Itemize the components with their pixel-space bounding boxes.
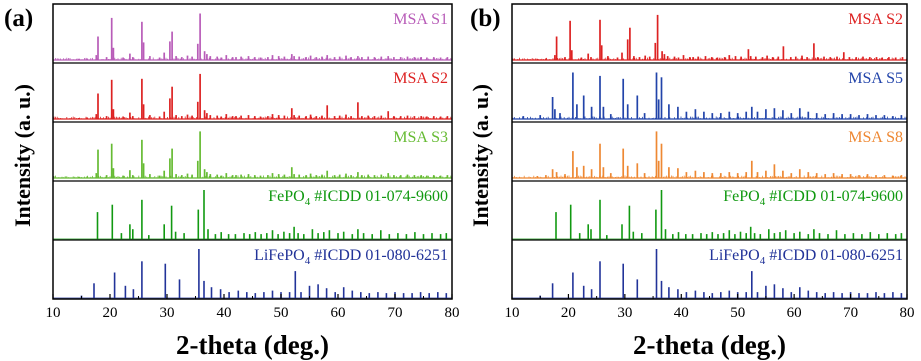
x-axis-title: 2-theta (deg.) [633, 330, 786, 360]
series-1: MSA S1 [53, 11, 452, 61]
series-label: MSA S2 [393, 70, 448, 87]
x-tick-label: 40 [674, 305, 689, 321]
x-tick-label: 60 [787, 305, 802, 321]
x-tick-label: 70 [388, 305, 403, 321]
series-2: MSA S2 [53, 70, 452, 120]
x-tick-label: 30 [617, 305, 632, 321]
series-label: LiFePO4 #ICDD 01-080-6251 [254, 247, 448, 267]
series-4: FePO4 #ICDD 01-074-9600 [53, 188, 452, 240]
series-label: MSA S2 [848, 11, 903, 28]
y-axis-title: Intensity (a. u.) [10, 84, 35, 227]
series-1: MSA S2 [512, 11, 907, 61]
panel-label: (b) [470, 5, 501, 32]
series-label: MSA S5 [848, 70, 903, 87]
panel-a: MSA S1 MSA S2 MSA S3 FePO4 #ICDD 01-074-960… [4, 3, 460, 360]
x-tick-label: 50 [274, 305, 289, 321]
series-2: MSA S5 [512, 70, 907, 120]
x-tick-label: 70 [843, 305, 858, 321]
x-tick-label: 10 [46, 305, 61, 321]
series-5: LiFePO4 #ICDD 01-080-6251 [512, 247, 907, 299]
x-tick-label: 80 [445, 305, 460, 321]
panel-label: (a) [4, 5, 33, 32]
series-label: MSA S3 [393, 129, 448, 146]
series-noise [512, 116, 907, 119]
series-label: FePO4 #ICDD 01-074-9600 [723, 188, 903, 208]
x-tick-label: 40 [217, 305, 232, 321]
series-label: MSA S8 [848, 129, 903, 146]
x-tick-label: 20 [561, 305, 576, 321]
series-noise [512, 175, 907, 178]
series-3: MSA S8 [512, 129, 907, 179]
series-label: FePO4 #ICDD 01-074-9600 [268, 188, 448, 208]
series-5: LiFePO4 #ICDD 01-080-6251 [53, 247, 452, 299]
x-tick-label: 10 [505, 305, 520, 321]
x-tick-label: 60 [331, 305, 346, 321]
x-axis-title: 2-theta (deg.) [176, 330, 329, 360]
series-label: LiFePO4 #ICDD 01-080-6251 [709, 247, 903, 267]
x-tick-label: 80 [900, 305, 915, 321]
y-axis-title: Intensity (a. u.) [468, 84, 493, 227]
x-tick-label: 50 [730, 305, 745, 321]
series-4: FePO4 #ICDD 01-074-9600 [512, 188, 907, 240]
series-3: MSA S3 [53, 129, 452, 179]
series-label: MSA S1 [393, 11, 448, 28]
panel-b: MSA S2 MSA S5 MSA S8 FePO4 #ICDD 01-074-960… [468, 3, 915, 360]
x-tick-label: 20 [103, 305, 118, 321]
x-tick-label: 30 [160, 305, 175, 321]
